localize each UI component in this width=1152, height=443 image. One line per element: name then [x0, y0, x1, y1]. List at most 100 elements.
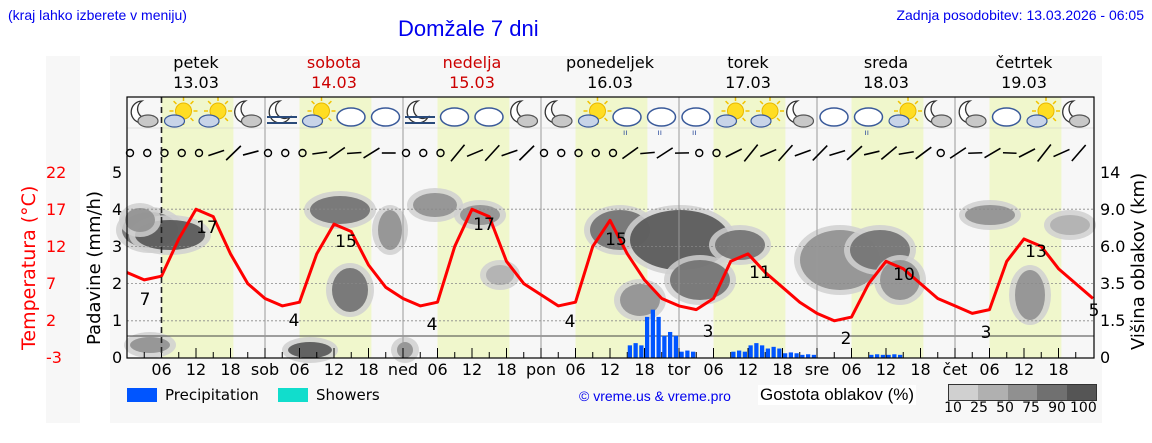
- x-tick-label: 18: [358, 360, 379, 379]
- svg-text:ıı: ıı: [658, 128, 662, 137]
- precipitation-tick: 0: [112, 348, 123, 367]
- precipitation-swatch: [127, 388, 157, 402]
- x-tick-label: 18: [496, 360, 517, 379]
- svg-text:4: 4: [565, 312, 576, 332]
- legend-showers: Showers: [278, 386, 380, 404]
- day-date: 15.03: [449, 73, 495, 92]
- svg-text:4: 4: [427, 315, 438, 335]
- x-tick-label: 12: [737, 360, 759, 379]
- cloud-height-tick: 0: [1100, 348, 1111, 367]
- svg-text:15: 15: [605, 230, 627, 250]
- x-tick-label: pon: [525, 360, 557, 379]
- page-title: Domžale 7 dni: [398, 16, 539, 41]
- svg-text:11: 11: [749, 263, 771, 283]
- x-tick-label: 06: [289, 360, 310, 379]
- location-hint: (kraj lahko izberete v meniju): [8, 7, 187, 23]
- day-date: 13.03: [173, 73, 219, 92]
- svg-text:ıı: ıı: [865, 128, 869, 137]
- cloud-height-tick: 6.0: [1100, 237, 1126, 256]
- svg-text:10: 10: [893, 265, 915, 285]
- svg-text:2: 2: [841, 329, 852, 349]
- day-date: 17.03: [725, 73, 771, 92]
- cloud-density-tick: 90: [1048, 400, 1066, 416]
- day-name: petek: [173, 53, 219, 72]
- temperature-tick: 12: [46, 237, 67, 256]
- precipitation-tick: 4: [112, 200, 123, 219]
- x-tick-label: 12: [1013, 360, 1035, 379]
- x-tick-label: 18: [772, 360, 793, 379]
- day-name: sreda: [863, 53, 909, 72]
- x-tick-label: 18: [1048, 360, 1069, 379]
- cloud-density-swatch: [1007, 385, 1038, 400]
- x-tick-label: 18: [634, 360, 655, 379]
- svg-text:17: 17: [473, 215, 495, 235]
- day-name: torek: [727, 53, 769, 72]
- temperature-line: [126, 207, 1094, 323]
- x-tick-label: 12: [323, 360, 345, 379]
- precipitation-tick: 2: [112, 274, 123, 293]
- svg-text:7: 7: [140, 290, 151, 310]
- precipitation-bars: [627, 309, 903, 358]
- svg-text:ıı: ıı: [623, 128, 627, 137]
- cloud-density-swatch: [1066, 385, 1097, 400]
- legend-precipitation: Precipitation: [127, 386, 259, 404]
- temperature-tick: 7: [46, 274, 57, 293]
- temperature-tick: -3: [46, 348, 62, 367]
- x-tick-label: sre: [804, 360, 830, 379]
- x-tick-label: 12: [875, 360, 897, 379]
- precipitation-tick: 5: [112, 163, 123, 182]
- x-tick-label: ned: [387, 360, 419, 379]
- cloud-density-swatch: [1037, 385, 1067, 400]
- cloud-height-tick: 1.5: [1100, 311, 1126, 330]
- cloud-density-tick: 25: [970, 400, 988, 416]
- x-tick-label: tor: [667, 360, 691, 379]
- x-tick-label: 06: [703, 360, 724, 379]
- svg-text:3: 3: [703, 322, 714, 342]
- x-tick-label: 12: [599, 360, 621, 379]
- x-tick-label: 12: [461, 360, 483, 379]
- cloud-density-scale: [948, 384, 1097, 401]
- x-tick-label: 06: [427, 360, 448, 379]
- cloud-density-layer: [116, 188, 1096, 363]
- cloud-height-tick: 3.5: [1100, 274, 1126, 293]
- day-date: 16.03: [587, 73, 633, 92]
- x-tick-label: sob: [250, 360, 280, 379]
- showers-legend-label: Showers: [316, 386, 380, 404]
- x-tick-label: 12: [185, 360, 207, 379]
- svg-text:ıı: ıı: [692, 128, 696, 137]
- cloud-density-tick: 75: [1022, 400, 1040, 416]
- cloud-density-tick: 10: [944, 400, 962, 416]
- cloud-height-tick: 9.0: [1100, 200, 1126, 219]
- day-name: nedelja: [442, 53, 502, 72]
- temperature-tick: 17: [46, 200, 67, 219]
- cloud-density-tick: 50: [996, 400, 1014, 416]
- cloud-density-ticks: 10 25 50 75 90 100: [940, 400, 1097, 416]
- svg-text:15: 15: [335, 232, 357, 252]
- day-date: 18.03: [863, 73, 909, 92]
- cloud-height-tick: 14: [1100, 163, 1121, 182]
- cloud-density-swatch: [978, 385, 1008, 400]
- x-tick-label: 06: [151, 360, 172, 379]
- cloud-density-swatch: [949, 385, 979, 400]
- x-tick-label: 06: [841, 360, 862, 379]
- cloud-density-tick: 100: [1070, 400, 1097, 416]
- last-updated: Zadnja posodobitev: 13.03.2026 - 06:05: [896, 7, 1144, 23]
- svg-text:4: 4: [289, 311, 300, 331]
- x-tick-label: čet: [942, 360, 968, 379]
- temperature-axis-panel: [46, 56, 80, 423]
- temperature-tick: 22: [46, 163, 67, 182]
- x-tick-label: 18: [910, 360, 931, 379]
- x-tick-label: 18: [220, 360, 241, 379]
- svg-text:17: 17: [196, 218, 218, 238]
- copyright-link[interactable]: © vreme.us & vreme.pro: [579, 388, 731, 404]
- x-tick-label: 06: [565, 360, 586, 379]
- precipitation-legend-label: Precipitation: [165, 386, 259, 404]
- day-name: četrtek: [995, 53, 1053, 72]
- svg-text:13: 13: [1025, 242, 1047, 262]
- cloud-density-title: Gostota oblakov (%): [758, 385, 917, 405]
- showers-swatch: [278, 388, 308, 402]
- wind-barbs-row: [125, 144, 1087, 162]
- weather-icons-row: ıı ıı ıı ıı: [130, 97, 1091, 137]
- day-date: 19.03: [1001, 73, 1047, 92]
